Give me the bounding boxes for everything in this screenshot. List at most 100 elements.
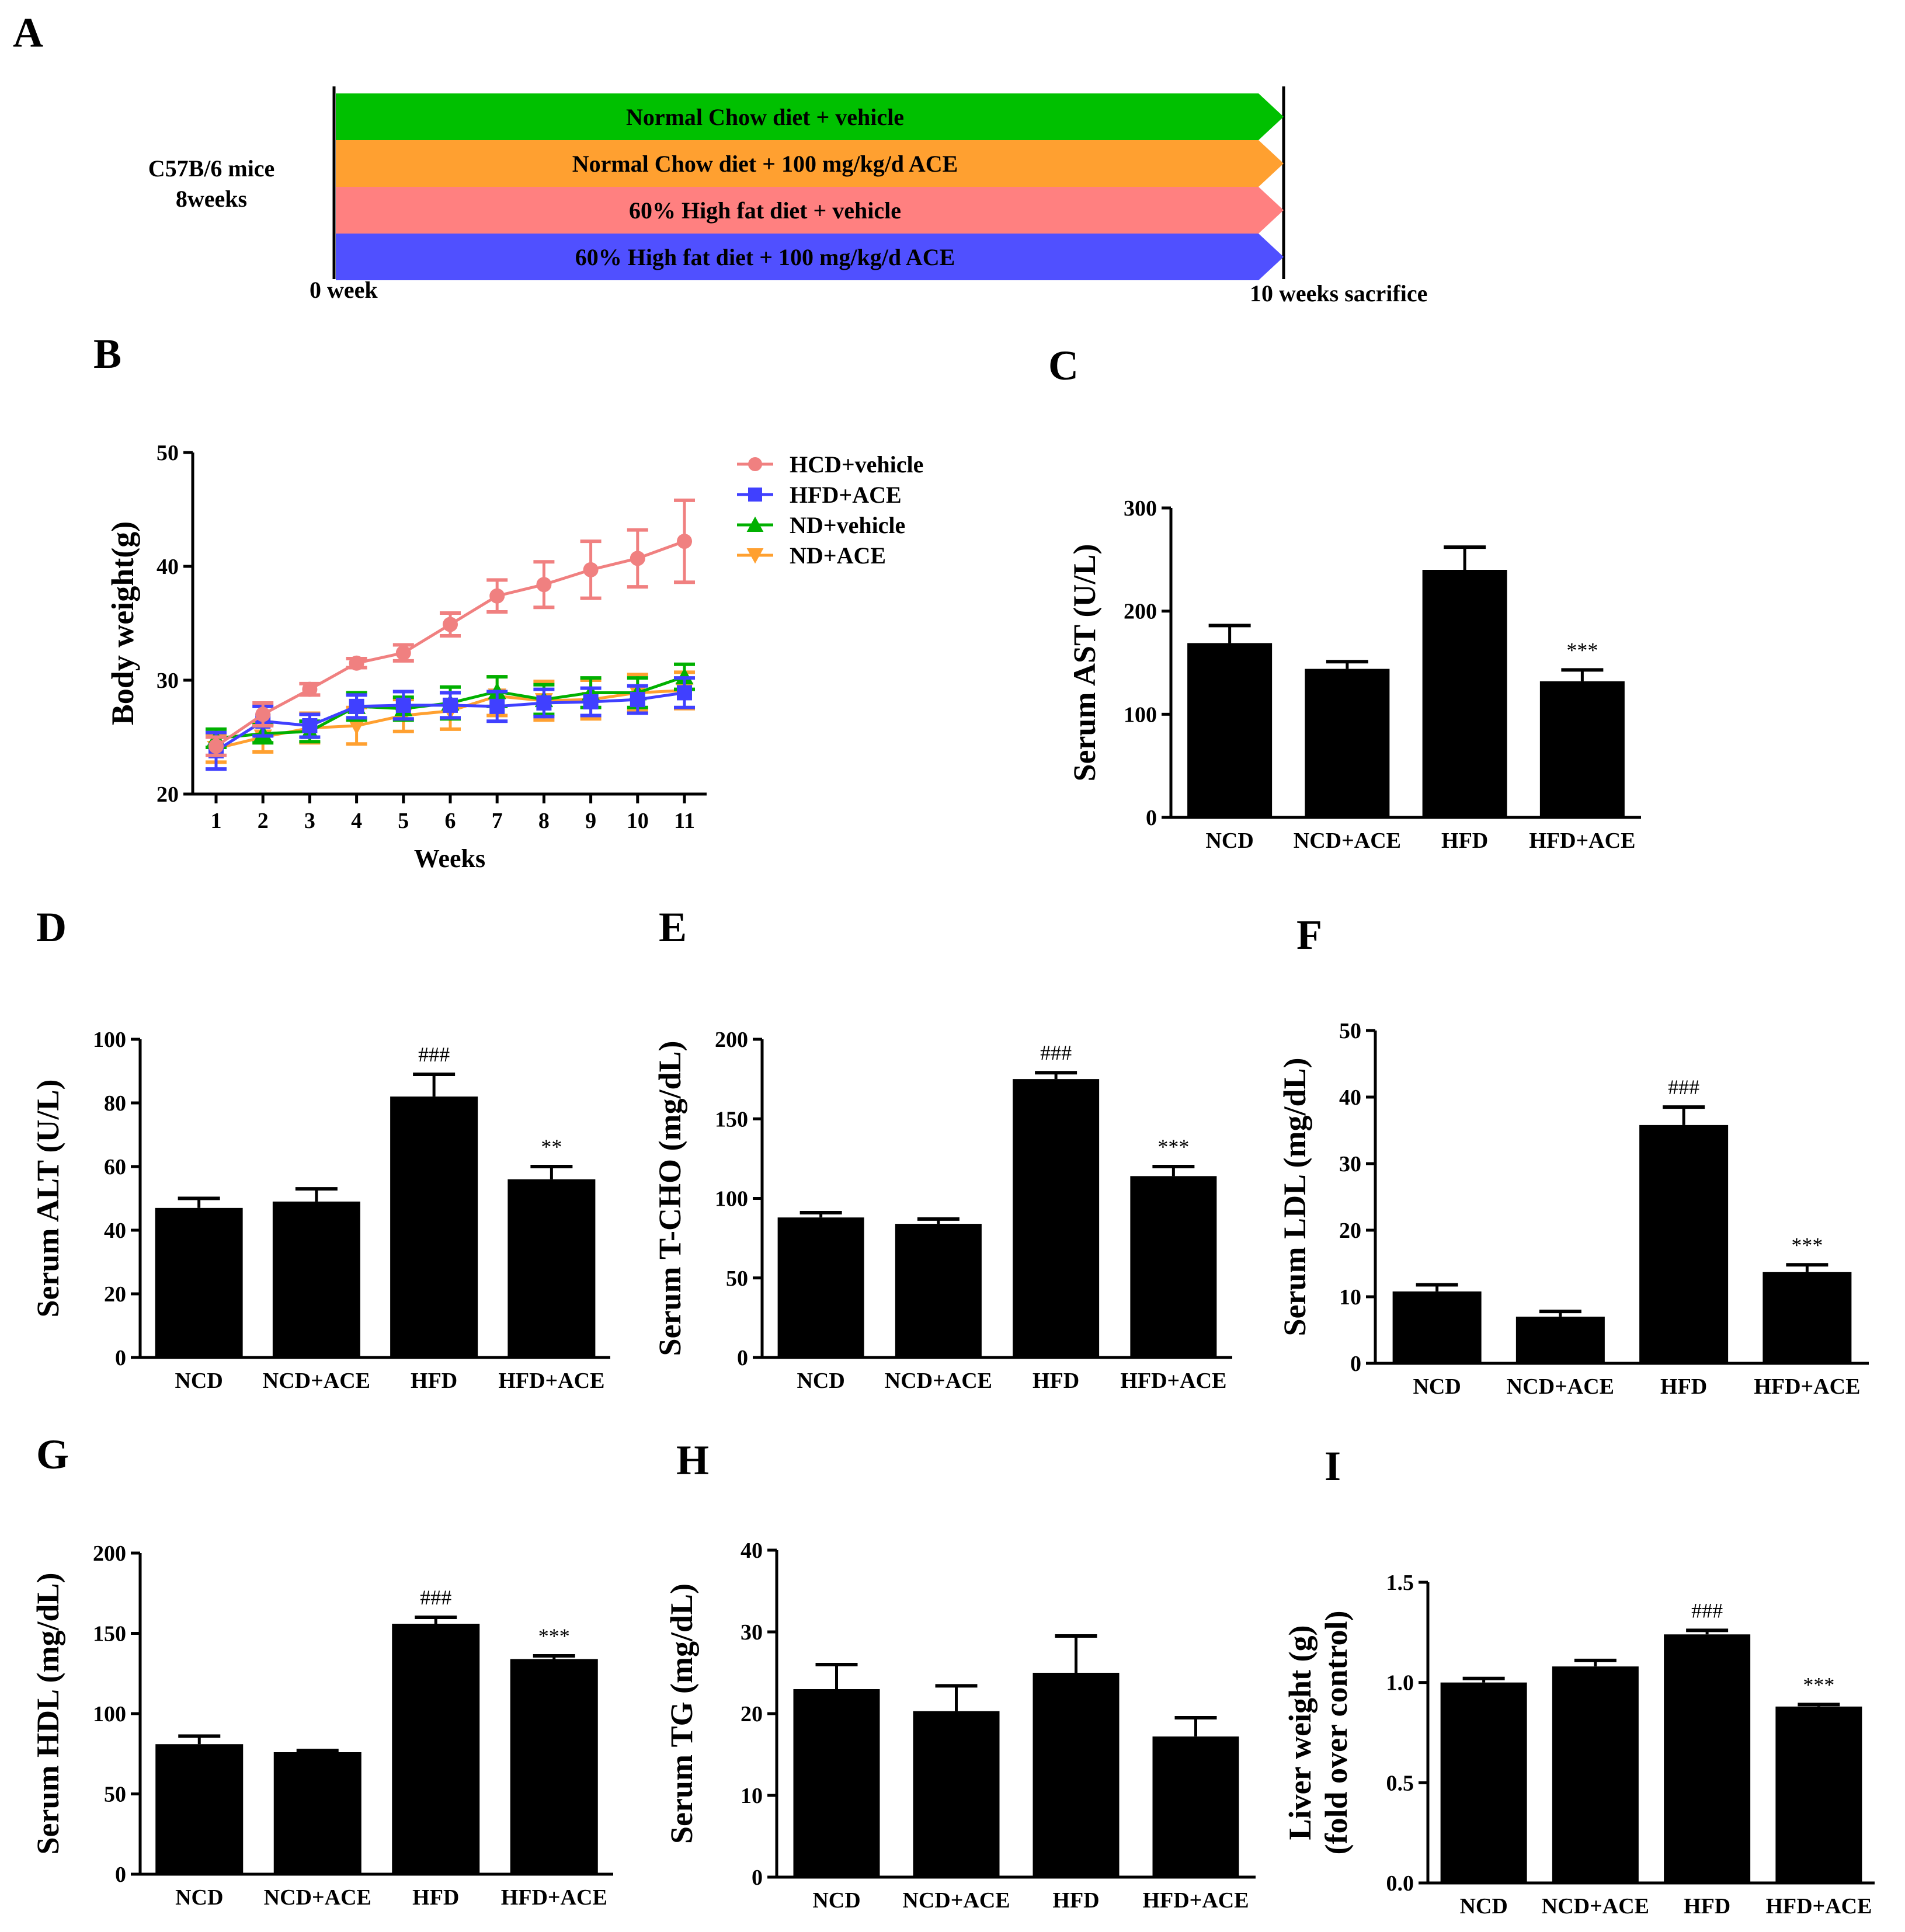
bar-i-3 — [1775, 1706, 1862, 1883]
data-point — [583, 562, 599, 577]
data-point — [677, 685, 692, 701]
legend-marker — [746, 516, 764, 532]
y-axis-title: Serum AST (U/L) — [1067, 544, 1102, 781]
category-label: NCD+ACE — [885, 1369, 992, 1393]
data-point — [675, 667, 694, 685]
legend-label: HFD+ACE — [790, 482, 902, 508]
y-axis-title: Serum LDL (mg/dL) — [1277, 1057, 1312, 1336]
y-tick-label: 200 — [1124, 600, 1157, 624]
y-tick-label: 50 — [1339, 1019, 1361, 1043]
panel-label-a: A — [13, 9, 43, 56]
bar-h-3 — [1152, 1736, 1239, 1877]
data-point — [630, 692, 645, 708]
significance-label: ### — [1040, 1041, 1072, 1064]
bar-i-0 — [1440, 1682, 1527, 1883]
bar-f-2 — [1639, 1125, 1729, 1363]
bar-d-1 — [272, 1201, 360, 1357]
y-tick-label: 10 — [741, 1784, 763, 1808]
y-tick-label: 20 — [741, 1702, 763, 1726]
bar-g-1 — [273, 1752, 361, 1874]
bar-d-0 — [155, 1207, 243, 1357]
panel-a-scheme: A C57B/6 mice 8weeks Normal Chow diet + … — [13, 9, 1427, 307]
category-label: HFD — [1033, 1369, 1079, 1393]
significance-label: ### — [420, 1586, 451, 1609]
bar-d-3 — [507, 1179, 596, 1357]
y-tick-label: 50 — [157, 441, 179, 465]
mouse-age-label: 8weeks — [176, 186, 247, 212]
y-tick-label: 50 — [726, 1266, 748, 1291]
y-tick-label: 100 — [715, 1187, 748, 1212]
y-axis-title: Serum TG (mg/dL) — [664, 1583, 699, 1844]
y-tick-label: 200 — [715, 1028, 748, 1052]
category-label: HFD — [1441, 829, 1488, 853]
x-tick-label: 5 — [398, 809, 409, 833]
y-tick-label: 0.0 — [1386, 1871, 1414, 1896]
y-tick-label: 0 — [752, 1865, 763, 1890]
data-point — [583, 694, 599, 710]
legend-marker — [746, 548, 764, 564]
bar-e-1 — [895, 1224, 982, 1357]
category-label: NCD+ACE — [1294, 829, 1401, 853]
category-label: NCD — [1205, 829, 1253, 853]
x-tick-label: 6 — [445, 809, 456, 833]
significance-label: *** — [1791, 1233, 1823, 1256]
significance-label: ### — [1668, 1075, 1699, 1099]
y-tick-label: 0 — [115, 1346, 126, 1370]
bar-c-3 — [1539, 681, 1625, 817]
arrow-hfd-vehicle — [336, 187, 1284, 234]
category-label: HFD — [412, 1885, 459, 1910]
tcho-bar-chart: 0 50 100 150 200 NCD NCD+ACE ### HFD *** HFD+ACE Se… — [652, 1028, 1232, 1393]
tg-bar-chart: 0 10 20 30 40 NCD NCD+ACE HFD HFD+ACE Serum TG (m… — [664, 1538, 1256, 1913]
data-point — [255, 706, 271, 722]
y-tick-label: 10 — [1339, 1285, 1361, 1310]
panel-label-f: F — [1296, 911, 1322, 958]
panel-label-c: C — [1048, 342, 1079, 389]
y-tick-label: 40 — [741, 1538, 763, 1563]
significance-label: *** — [538, 1624, 570, 1648]
bar-i-1 — [1552, 1666, 1639, 1883]
y-tick-label: 100 — [93, 1702, 126, 1726]
alt-bar-chart: 0 20 40 60 80 100 NCD NCD+ACE ### HFD ** HFD+ACE Ser… — [30, 1028, 610, 1393]
panel-label-d: D — [36, 904, 67, 951]
significance-label: ** — [541, 1135, 562, 1158]
liver-weight-bar-chart: 0.0 0.5 1.0 1.5 NCD NCD+ACE ### HFD *** HFD+ACE Li… — [1282, 1571, 1875, 1919]
category-label: HFD+ACE — [501, 1885, 607, 1910]
bar-c-1 — [1305, 669, 1390, 817]
data-point — [536, 577, 552, 593]
y-axis-title: Serum ALT (U/L) — [30, 1079, 65, 1317]
body-weight-line-chart: 20 30 40 50 1 2 3 4 5 6 7 8 9 10 11 Weeks Body weight(g)… — [105, 441, 923, 873]
significance-label: ### — [418, 1043, 450, 1066]
y-axis-title: Body weight(g) — [105, 521, 140, 726]
legend-label: ND+ACE — [790, 542, 886, 569]
category-label: HFD — [1052, 1888, 1099, 1913]
category-label: HFD+ACE — [498, 1369, 604, 1393]
y-tick-label: 1.5 — [1386, 1571, 1414, 1595]
x-tick-label: 7 — [492, 809, 503, 833]
x-tick-label: 11 — [674, 809, 695, 833]
x-axis-title: Weeks — [414, 844, 485, 873]
x-tick-label: 3 — [304, 809, 315, 833]
bar-e-3 — [1130, 1176, 1217, 1357]
arrow-ncd-ace — [336, 140, 1284, 187]
bar-f-0 — [1392, 1291, 1482, 1363]
y-tick-label: 50 — [104, 1783, 126, 1807]
data-point — [677, 534, 692, 549]
y-tick-label: 0.5 — [1386, 1771, 1414, 1795]
category-label: NCD+ACE — [264, 1885, 371, 1910]
y-tick-label: 100 — [1124, 702, 1157, 727]
ldl-bar-chart: 0 10 20 30 40 50 NCD NCD+ACE ### HFD *** HFD+ACE Ser… — [1277, 1019, 1869, 1399]
bar-c-0 — [1187, 643, 1273, 817]
category-label: NCD+ACE — [263, 1369, 370, 1393]
panel-label-e: E — [659, 904, 687, 951]
legend-marker — [748, 457, 762, 471]
y-tick-label: 200 — [93, 1541, 126, 1566]
bar-e-0 — [777, 1217, 864, 1357]
series-hcd-vehicle — [206, 498, 695, 757]
data-point — [395, 697, 411, 713]
data-point — [443, 697, 458, 713]
y-tick-label: 40 — [104, 1219, 126, 1243]
category-label: HFD — [1660, 1374, 1707, 1399]
data-point — [536, 695, 552, 711]
legend-label: ND+vehicle — [790, 512, 905, 538]
y-tick-label: 60 — [104, 1155, 126, 1179]
